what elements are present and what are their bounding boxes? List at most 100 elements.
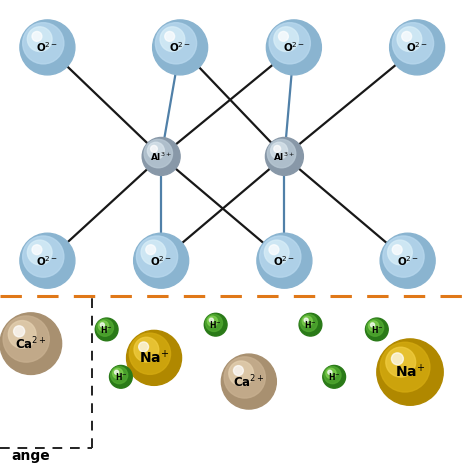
- Circle shape: [23, 236, 64, 277]
- Text: Al$^{3+}$: Al$^{3+}$: [273, 150, 295, 163]
- Circle shape: [115, 370, 118, 374]
- Circle shape: [271, 142, 288, 159]
- Text: O$^{2-}$: O$^{2-}$: [169, 40, 191, 55]
- Circle shape: [383, 236, 424, 277]
- Circle shape: [160, 27, 185, 52]
- Text: Na$^{+}$: Na$^{+}$: [395, 364, 425, 381]
- Circle shape: [266, 20, 321, 75]
- Circle shape: [380, 342, 430, 392]
- Text: Na$^{+}$: Na$^{+}$: [139, 349, 169, 366]
- Circle shape: [98, 321, 109, 331]
- Circle shape: [112, 368, 123, 379]
- Circle shape: [279, 31, 288, 41]
- Circle shape: [299, 313, 322, 336]
- Circle shape: [205, 314, 222, 331]
- Text: O$^{2-}$: O$^{2-}$: [36, 254, 58, 268]
- Circle shape: [210, 318, 213, 322]
- Circle shape: [110, 366, 128, 383]
- Circle shape: [3, 316, 49, 362]
- Circle shape: [390, 20, 445, 75]
- Circle shape: [134, 233, 189, 288]
- Circle shape: [95, 318, 118, 341]
- Circle shape: [141, 240, 166, 265]
- Circle shape: [380, 233, 435, 288]
- Text: O$^{2-}$: O$^{2-}$: [283, 40, 305, 55]
- Circle shape: [20, 233, 75, 288]
- Text: Ca$^{2+}$: Ca$^{2+}$: [15, 335, 46, 352]
- Circle shape: [257, 233, 312, 288]
- Circle shape: [221, 354, 276, 409]
- Circle shape: [127, 330, 182, 385]
- Circle shape: [328, 370, 332, 374]
- Circle shape: [324, 366, 341, 383]
- Text: H$^{-}$: H$^{-}$: [210, 319, 222, 330]
- Circle shape: [20, 20, 75, 75]
- Circle shape: [269, 245, 279, 255]
- Circle shape: [392, 353, 403, 365]
- Circle shape: [204, 313, 227, 336]
- Circle shape: [300, 314, 317, 331]
- Text: Ca$^{2+}$: Ca$^{2+}$: [233, 373, 264, 390]
- Text: O$^{2-}$: O$^{2-}$: [36, 40, 58, 55]
- Circle shape: [323, 365, 346, 388]
- Circle shape: [137, 236, 178, 277]
- Circle shape: [27, 27, 52, 52]
- Text: ange: ange: [12, 449, 51, 463]
- Circle shape: [274, 146, 281, 152]
- Circle shape: [207, 316, 218, 327]
- Text: O$^{2-}$: O$^{2-}$: [273, 254, 295, 268]
- Circle shape: [402, 31, 411, 41]
- Text: O$^{2-}$: O$^{2-}$: [406, 40, 428, 55]
- Text: H$^{-}$: H$^{-}$: [328, 371, 340, 383]
- Circle shape: [155, 23, 197, 64]
- Circle shape: [234, 365, 243, 375]
- Circle shape: [224, 357, 265, 398]
- Circle shape: [274, 27, 299, 52]
- Circle shape: [14, 326, 25, 337]
- Circle shape: [129, 333, 171, 374]
- Circle shape: [302, 316, 312, 327]
- Circle shape: [386, 347, 416, 377]
- Circle shape: [365, 318, 388, 341]
- Circle shape: [304, 318, 308, 322]
- Circle shape: [146, 245, 155, 255]
- Circle shape: [388, 240, 412, 265]
- Circle shape: [147, 142, 164, 159]
- Circle shape: [151, 146, 157, 152]
- Circle shape: [371, 323, 374, 327]
- Circle shape: [100, 323, 104, 327]
- Circle shape: [326, 368, 336, 379]
- Circle shape: [265, 137, 303, 175]
- Circle shape: [32, 31, 42, 41]
- Circle shape: [32, 245, 42, 255]
- Circle shape: [267, 139, 296, 168]
- Circle shape: [139, 342, 148, 352]
- Circle shape: [27, 240, 52, 265]
- Circle shape: [144, 139, 173, 168]
- Circle shape: [366, 319, 383, 336]
- Circle shape: [229, 361, 254, 386]
- Circle shape: [392, 23, 434, 64]
- Circle shape: [397, 27, 422, 52]
- Circle shape: [109, 365, 132, 388]
- Text: Al$^{3+}$: Al$^{3+}$: [150, 150, 172, 163]
- Circle shape: [142, 137, 180, 175]
- Circle shape: [377, 339, 443, 405]
- Circle shape: [165, 31, 174, 41]
- Circle shape: [153, 20, 208, 75]
- Circle shape: [23, 23, 64, 64]
- Text: H$^{-}$: H$^{-}$: [100, 324, 113, 335]
- Circle shape: [368, 321, 379, 331]
- Text: O$^{2-}$: O$^{2-}$: [150, 254, 172, 268]
- Circle shape: [96, 319, 113, 336]
- Circle shape: [269, 23, 310, 64]
- Circle shape: [134, 337, 159, 362]
- Circle shape: [0, 313, 62, 374]
- Circle shape: [392, 245, 402, 255]
- Text: H$^{-}$: H$^{-}$: [115, 371, 127, 383]
- Circle shape: [264, 240, 289, 265]
- Circle shape: [260, 236, 301, 277]
- Text: H$^{-}$: H$^{-}$: [371, 324, 383, 335]
- Text: H$^{-}$: H$^{-}$: [304, 319, 317, 330]
- Text: O$^{2-}$: O$^{2-}$: [397, 254, 419, 268]
